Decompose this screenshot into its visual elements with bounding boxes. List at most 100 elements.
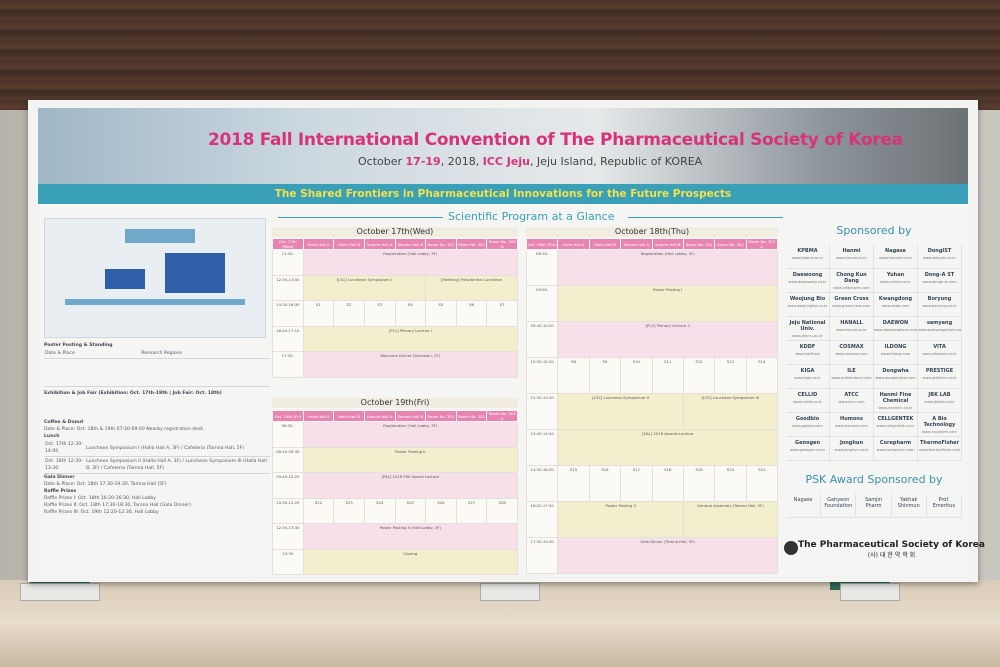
session-cell: General Assembly (Tamna Hall, 5F) [682, 501, 779, 538]
psk-seal-logo [784, 541, 798, 555]
day-title: October 18th(Thu) [526, 227, 778, 237]
time-cell: 14:30-16:20 [525, 465, 559, 502]
sponsor-logo: ThermoFisher www.thermofisher.com [918, 437, 962, 461]
sponsor-logo: Genogen www.genogen.co.kr [786, 437, 830, 461]
sponsor-logo: CELLID www.cellid.co.kr [786, 389, 830, 413]
time-cell: 12:30-14:00 [272, 274, 304, 302]
session-cell: S10 [620, 357, 653, 394]
schedule-row: 12:30-13:30 Poster Posting II (Hall Lobby… [272, 523, 519, 550]
sponsor-logo: ATCC www.atcc.com [830, 389, 874, 413]
sponsor-logo: Yuhan www.yuhan.co.kr [874, 269, 918, 293]
session-cell: S26 [425, 497, 457, 524]
time-cell: 17:30-19:30 [525, 537, 559, 574]
session-cell: S6 [455, 300, 488, 327]
session-cell: S17 [620, 465, 653, 502]
column-header: Halla Hall B [333, 410, 365, 422]
session-cell: S7 [486, 300, 518, 327]
sponsor-logo: Kwangdong www.ekdp.com [874, 293, 918, 317]
column-header: Halla Hall B [333, 238, 365, 250]
sponsor-logo: ILE www.anthemtech.com [830, 365, 874, 389]
session-cell: S13 [714, 357, 747, 394]
banner-title: 2018 Fall International Convention of Th… [208, 130, 903, 150]
sponsor-logo: Woojung Bio www.woojungbio.co.kr [786, 293, 830, 317]
session-cell: Poster Posting II [557, 501, 684, 538]
session-cell: Gala Dinner (Tamna Hall, 5F) [557, 537, 778, 574]
sponsor-logo: CELLGENTEK www.cellgentek.co.kr [874, 413, 918, 437]
time-cell: 11:30- [272, 249, 304, 276]
schedule-row: 14:30-16:30 S1 S2 S3 S4 S5 S6 S7 [272, 300, 518, 327]
session-cell: [PL2] Plenary Lecture II [557, 321, 778, 358]
sponsor-logo: COSMAX www.cosmax.com [830, 341, 874, 365]
sponsor-logo: DAEWON www.daewonpharm.com [874, 317, 918, 341]
session-cell: S8 [557, 357, 590, 394]
column-header: Samda Hall B [651, 238, 684, 250]
column-header: Oct. 18th (Thu) [525, 238, 559, 250]
session-cell: S15 [557, 465, 590, 502]
session-cell: S18 [651, 465, 684, 502]
session-cell: [SAL] 2018 Awards Lecture [557, 429, 778, 466]
time-cell: 09:00- [525, 285, 559, 322]
session-cell: Poster Posting I [557, 285, 778, 322]
sponsors-panel: Sponsored by KPBMA www.kpbma.or.kr Hanmi ww… [786, 224, 962, 518]
schedule-row: 13:30 Closing [272, 548, 519, 575]
event-info: Poster Posting & Standing Date & Place Re… [44, 342, 270, 516]
column-header: Room No. 303 A [745, 238, 779, 250]
schedule-row: 11:30- Registration (Hall Lobby, 3F) [272, 249, 519, 276]
sponsor-logo: Hanmi www.hanmi.co.kr [830, 245, 874, 269]
column-header: Samda Hall B [394, 410, 427, 422]
time-cell: 10:30-12:20 [272, 497, 304, 524]
schedule-row: 08:40-09:30 Poster Posting II [272, 446, 519, 473]
time-cell: 12:30-13:30 [525, 393, 559, 430]
column-header: Room No. 301 [425, 238, 457, 250]
column-header: Room No. 303 A [486, 238, 518, 250]
sponsor-logo: Jonghun www.jonghun.co.kr [830, 437, 874, 461]
lunch-row: Oct. 17th 12:30-14:00 Luncheon Symposium … [44, 440, 270, 457]
schedule-row: 13:40-14:20 [SAL] 2018 Awards Lecture [525, 429, 778, 466]
organizer-name: The Pharmaceutical Society of Korea (사) 대… [798, 540, 985, 559]
column-header: Oct. 19th (Fri) [272, 410, 304, 422]
sponsor-logo: PRESTIGE www.platinne.co.kr [918, 365, 962, 389]
award-sponsor-logo: Nagase [786, 494, 822, 518]
banner-stand [840, 583, 900, 601]
venue-floor-map [44, 218, 266, 338]
schedule-row: 16:20-17:20 Poster Posting II General Asse… [525, 501, 779, 538]
column-header: Room No. 303 A [486, 410, 518, 422]
award-sponsor-logo: Yakhak Shinmun [891, 494, 927, 518]
column-header: Samda Hall A [363, 410, 396, 422]
column-header: Room No. 301 [425, 410, 457, 422]
day-title: October 17th(Wed) [272, 227, 518, 237]
sponsor-logo: Boryung www.boryung.co.kr [918, 293, 962, 317]
column-header: Samda Hall A [363, 238, 396, 250]
session-cell: [PAL] 2018 PSK Award Lecture [302, 472, 519, 499]
convention-banner: 2018 Fall International Convention of Th… [28, 100, 985, 582]
sponsor-logo: HANALL www.hanall.co.kr [830, 317, 874, 341]
schedule-row: 08:30- Registration (Hall Lobby, 3F) [272, 421, 519, 448]
sponsor-logo: Green Cross www.greencross.com [830, 293, 874, 317]
banner-stand [20, 583, 100, 601]
schedule-row: 10:30-12:20 S8 S9 S10 S11 S12 S13 S14 [525, 357, 779, 394]
sponsor-logo: A Bio Technology www.nupharm.com [918, 413, 962, 437]
session-cell: S20 [714, 465, 747, 502]
schedule-row: 17:20- Welcome Dinner (Sheraton, 2F) [272, 351, 519, 378]
session-cell: [LS2] Luncheon Symposium II [557, 393, 684, 430]
time-cell: 08:30- [272, 421, 304, 448]
sponsor-logo: Dong-A ST www.donga-st.com [918, 269, 962, 293]
session-cell: S9 [588, 357, 622, 394]
session-cell: [PL1] Plenary Lecture I [302, 325, 519, 353]
session-cell: Welcome Dinner (Sheraton, 2F) [302, 351, 519, 378]
column-header: Room No. 302 [455, 410, 488, 422]
sponsor-logo: VITA www.vitamed.co.kr [918, 341, 962, 365]
divider [628, 217, 783, 218]
session-cell: Registration (Hall Lobby, 3F) [557, 249, 778, 286]
session-cell: S25 [394, 497, 427, 524]
session-cell: S22 [302, 497, 335, 524]
session-cell: S4 [394, 300, 427, 327]
sponsor-logo: Chong Kun Dang www.ckdpharm.com [830, 269, 874, 293]
schedule-row: 16:40-17:10 [PL1] Plenary Lecture I [272, 325, 519, 353]
session-cell: S19 [682, 465, 716, 502]
session-cell: S23 [333, 497, 365, 524]
column-header: Halla Hall A [302, 238, 335, 250]
banner-header: 2018 Fall International Convention of Th… [38, 108, 968, 188]
